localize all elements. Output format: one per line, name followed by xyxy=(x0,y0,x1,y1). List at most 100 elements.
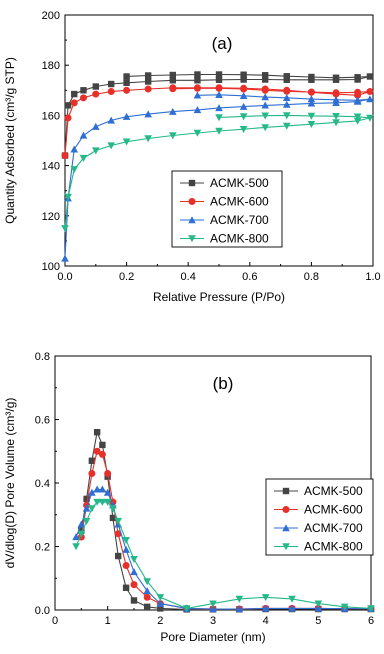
data-point xyxy=(156,594,165,602)
data-point xyxy=(193,84,201,92)
data-point xyxy=(182,605,191,613)
legend: ACMK-500 ACMK-600 ACMK-700 ACMK-800 xyxy=(171,170,283,248)
data-point xyxy=(307,112,316,120)
data-point xyxy=(367,605,375,613)
legend-label: ACMK-700 xyxy=(304,521,363,535)
data-point xyxy=(215,71,223,78)
data-point xyxy=(366,95,374,103)
x-tick-label: 5 xyxy=(315,615,321,627)
data-point xyxy=(307,95,316,103)
data-point xyxy=(366,88,374,96)
data-point xyxy=(283,87,291,95)
data-point xyxy=(366,73,374,80)
data-point xyxy=(99,441,106,449)
data-point xyxy=(107,116,115,124)
y-tick-label: 200 xyxy=(42,10,60,22)
x-tick-label: 3 xyxy=(210,615,216,627)
data-point xyxy=(123,79,130,86)
data-point xyxy=(366,114,374,122)
data-point xyxy=(314,600,323,608)
data-point xyxy=(235,595,244,603)
data-point xyxy=(240,71,247,78)
chart-panel-a: 0.0 0.2 0.4 0.6 0.8 1.0 100 120 140 160 180 200 Rela… xyxy=(3,10,381,304)
data-point xyxy=(93,498,101,506)
y-axis-label: Quantity Adsorbed (cm³/g STP) xyxy=(3,57,17,224)
data-point xyxy=(332,119,340,127)
data-point xyxy=(332,74,340,81)
data-point xyxy=(157,605,164,612)
data-point xyxy=(88,488,96,496)
legend-marker xyxy=(188,179,196,187)
series-acmk-600 xyxy=(61,84,374,160)
data-point xyxy=(283,73,290,80)
x-tick-label: 4 xyxy=(263,615,269,627)
data-point xyxy=(144,78,152,85)
data-point xyxy=(61,225,69,233)
data-point xyxy=(282,100,291,108)
data-point xyxy=(332,96,340,104)
data-point xyxy=(64,193,72,201)
data-point xyxy=(143,593,151,601)
data-point xyxy=(307,88,315,96)
data-point xyxy=(193,129,202,137)
data-point xyxy=(93,485,101,493)
data-point xyxy=(215,127,223,135)
data-point xyxy=(240,76,247,83)
data-point xyxy=(130,581,138,589)
data-point xyxy=(72,543,80,551)
data-point xyxy=(130,568,138,576)
data-point xyxy=(261,112,269,120)
legend-marker xyxy=(282,524,290,532)
series-acmk-800 xyxy=(72,498,375,613)
y-tick-label: 100 xyxy=(42,261,60,273)
data-point xyxy=(288,604,296,612)
data-point xyxy=(209,605,217,613)
data-point xyxy=(82,517,91,525)
data-point xyxy=(144,85,152,93)
data-point xyxy=(239,102,248,110)
y-tick-label: 0.4 xyxy=(35,478,50,490)
data-point xyxy=(64,102,72,109)
data-point xyxy=(107,142,115,150)
legend-label: ACMK-600 xyxy=(304,503,363,517)
legend-label: ACMK-500 xyxy=(210,176,269,190)
data-point xyxy=(92,122,100,130)
data-point xyxy=(261,604,270,612)
data-point xyxy=(130,556,138,563)
data-point xyxy=(262,72,269,79)
data-point xyxy=(261,93,269,101)
x-axis-label: Relative Pressure (P/Po) xyxy=(153,290,285,304)
x-tick-label: 0.6 xyxy=(242,271,257,283)
data-point xyxy=(80,87,87,94)
data-point xyxy=(307,99,316,107)
data-point xyxy=(107,88,115,96)
data-point xyxy=(93,429,101,436)
data-point xyxy=(193,106,202,114)
data-point xyxy=(122,584,130,591)
y-tick-label: 120 xyxy=(42,211,60,223)
data-point xyxy=(88,505,96,513)
data-point xyxy=(109,505,117,513)
x-tick-label: 0.8 xyxy=(304,271,319,283)
x-tick-label: 0.4 xyxy=(181,271,196,283)
data-point xyxy=(169,85,177,93)
data-point xyxy=(239,113,248,121)
data-point xyxy=(104,469,112,477)
data-point xyxy=(332,89,340,97)
data-point xyxy=(169,71,176,79)
y-tick-label: 0.2 xyxy=(35,542,50,554)
data-point xyxy=(71,90,78,98)
data-point xyxy=(77,520,86,528)
data-point xyxy=(98,450,106,458)
y-axis-label: dV/dlog(D) Pore Volume (cm³/g) xyxy=(3,398,17,569)
data-point xyxy=(340,603,349,611)
data-point xyxy=(261,124,269,132)
data-point xyxy=(169,107,177,115)
x-tick-label: 2 xyxy=(157,615,163,627)
data-point xyxy=(282,122,291,130)
data-point xyxy=(261,86,269,94)
x-tick-label: 0.0 xyxy=(57,271,72,283)
data-point xyxy=(103,488,112,496)
data-point xyxy=(144,135,152,143)
chart-panel-b: 0 1 2 3 4 5 6 0.0 0.2 0.4 0.6 0.8 Pore Diameter (nm)… xyxy=(3,351,375,644)
